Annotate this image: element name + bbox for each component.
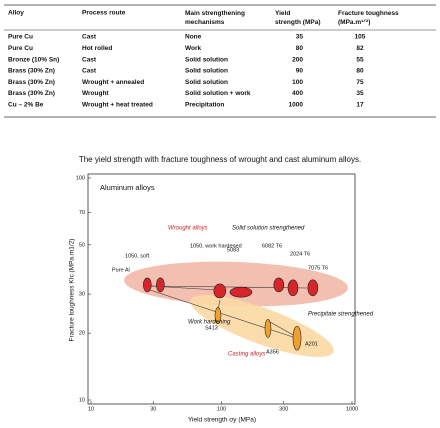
table-cell: Precipitation — [185, 102, 224, 109]
point — [214, 307, 222, 324]
annotation: Solid solution strengthened — [232, 226, 305, 232]
table-cell: Brass (30% Zn) — [8, 68, 55, 75]
x-tick-label: 30 — [150, 406, 156, 412]
point — [156, 277, 165, 293]
table-cell: 90 — [296, 68, 304, 75]
annotation: Casting alloys — [228, 352, 265, 358]
point — [287, 279, 299, 297]
x-tick-label: 300 — [279, 406, 288, 412]
table-cell: Work — [185, 45, 202, 52]
x-tick-label: 1000 — [346, 406, 358, 412]
y-tick-label: 30 — [79, 292, 85, 298]
point-label: 2024 T6 — [290, 251, 310, 257]
x-axis-label: Yield strength σy (MPa) — [188, 417, 256, 424]
header-line: Fracture toughness — [338, 10, 399, 17]
point — [273, 277, 285, 293]
column-header: Yield strength (MPa) — [275, 10, 321, 26]
table-cell: 35 — [296, 34, 304, 41]
table-cell: Solid solution — [185, 68, 228, 75]
table-cell: 105 — [355, 34, 366, 41]
table-cell: 17 — [356, 102, 364, 109]
header-line: (MPa.m¹ᐟ²) — [338, 18, 370, 26]
y-tick-label: 70 — [79, 210, 85, 216]
table-cell: Wrought — [82, 90, 109, 97]
annotation: Wrought alloys — [168, 226, 208, 232]
x-tick-label: 10 — [88, 406, 94, 412]
table-cell: Brass (30% Zn) — [8, 90, 55, 97]
y-tick-label: 20 — [79, 331, 85, 337]
point — [213, 283, 227, 299]
table-cell: 1000 — [289, 102, 304, 109]
table-cell: Pure Cu — [8, 34, 33, 41]
header-line: strength (MPa) — [275, 19, 321, 26]
table-cell: Cast — [82, 56, 97, 63]
table-cell: 100 — [292, 79, 303, 86]
arrow — [149, 289, 297, 339]
table-cell: 35 — [356, 90, 364, 97]
x-tick-label: 100 — [217, 406, 226, 412]
column-header: Main strengthening mechanisms — [185, 10, 245, 26]
table-cell: Solid solution — [185, 56, 228, 63]
table-cell: Wrought + annealed — [82, 79, 144, 86]
table-cell: 80 — [356, 68, 364, 75]
point — [264, 319, 272, 338]
point — [307, 279, 319, 297]
table-cell: Wrought + heat treated — [82, 102, 153, 109]
header-line: mechanisms — [185, 19, 225, 26]
table-cell: Solid solution — [185, 79, 228, 86]
point-label: Pure Al — [112, 267, 130, 273]
table-cell: 80 — [296, 45, 304, 52]
y-tick-label: 100 — [76, 175, 85, 181]
table-cell: Pure Cu — [8, 45, 33, 52]
table-cell: Brass (30% Zn) — [8, 79, 55, 86]
point-label: 7075 T6 — [308, 265, 328, 271]
table-cell: Cast — [82, 34, 97, 41]
arrow — [269, 321, 296, 337]
chart: 10 30 100 300 1000 10 20 30 50 70 100 Yield strengt… — [69, 173, 374, 424]
header-line: Yield — [275, 10, 290, 17]
point — [229, 286, 253, 298]
point-label: A201 — [305, 341, 318, 347]
point-label: 6082 T6 — [262, 243, 282, 249]
table-cell: 200 — [292, 56, 303, 63]
column-header: Alloy — [8, 10, 24, 17]
table-cell: 55 — [356, 56, 364, 63]
point-label: 1050, work hardened — [190, 243, 242, 249]
table-cell: Bronze (10% Sn) — [8, 56, 59, 63]
annotation: Work hardening — [188, 320, 231, 326]
point-label: A356 — [266, 349, 279, 355]
point — [142, 277, 152, 293]
annotation: Precipitate strengthened — [308, 312, 374, 318]
point-label: 5083 — [227, 247, 239, 253]
header-line: Main strengthening — [185, 10, 245, 17]
point-label: S413 — [205, 325, 218, 331]
point — [292, 325, 302, 351]
table-cell: Cast — [82, 68, 97, 75]
table-cell: 400 — [292, 90, 303, 97]
caption: The yield strength with fracture toughne… — [79, 155, 361, 164]
chart-title: Aluminum alloys — [100, 183, 155, 192]
table-cell: Solid solution + work — [185, 90, 251, 97]
y-tick-label: 50 — [79, 242, 85, 248]
table-cell: Cu – 2% Be — [8, 102, 44, 109]
table-cell: Hot rolled — [82, 45, 112, 52]
y-axis-label: Fracture toughness KIc (MPa.m1/2) — [69, 239, 76, 342]
y-tick-label: 10 — [79, 397, 85, 403]
table-cell: None — [185, 34, 202, 41]
column-header: Process route — [82, 10, 126, 17]
table-cell: 82 — [356, 45, 364, 52]
table-cell: 75 — [356, 79, 364, 86]
column-header: Fracture toughness (MPa.m¹ᐟ²) — [338, 10, 399, 26]
point-label: 1050, soft — [125, 253, 150, 259]
table — [4, 4, 436, 118]
